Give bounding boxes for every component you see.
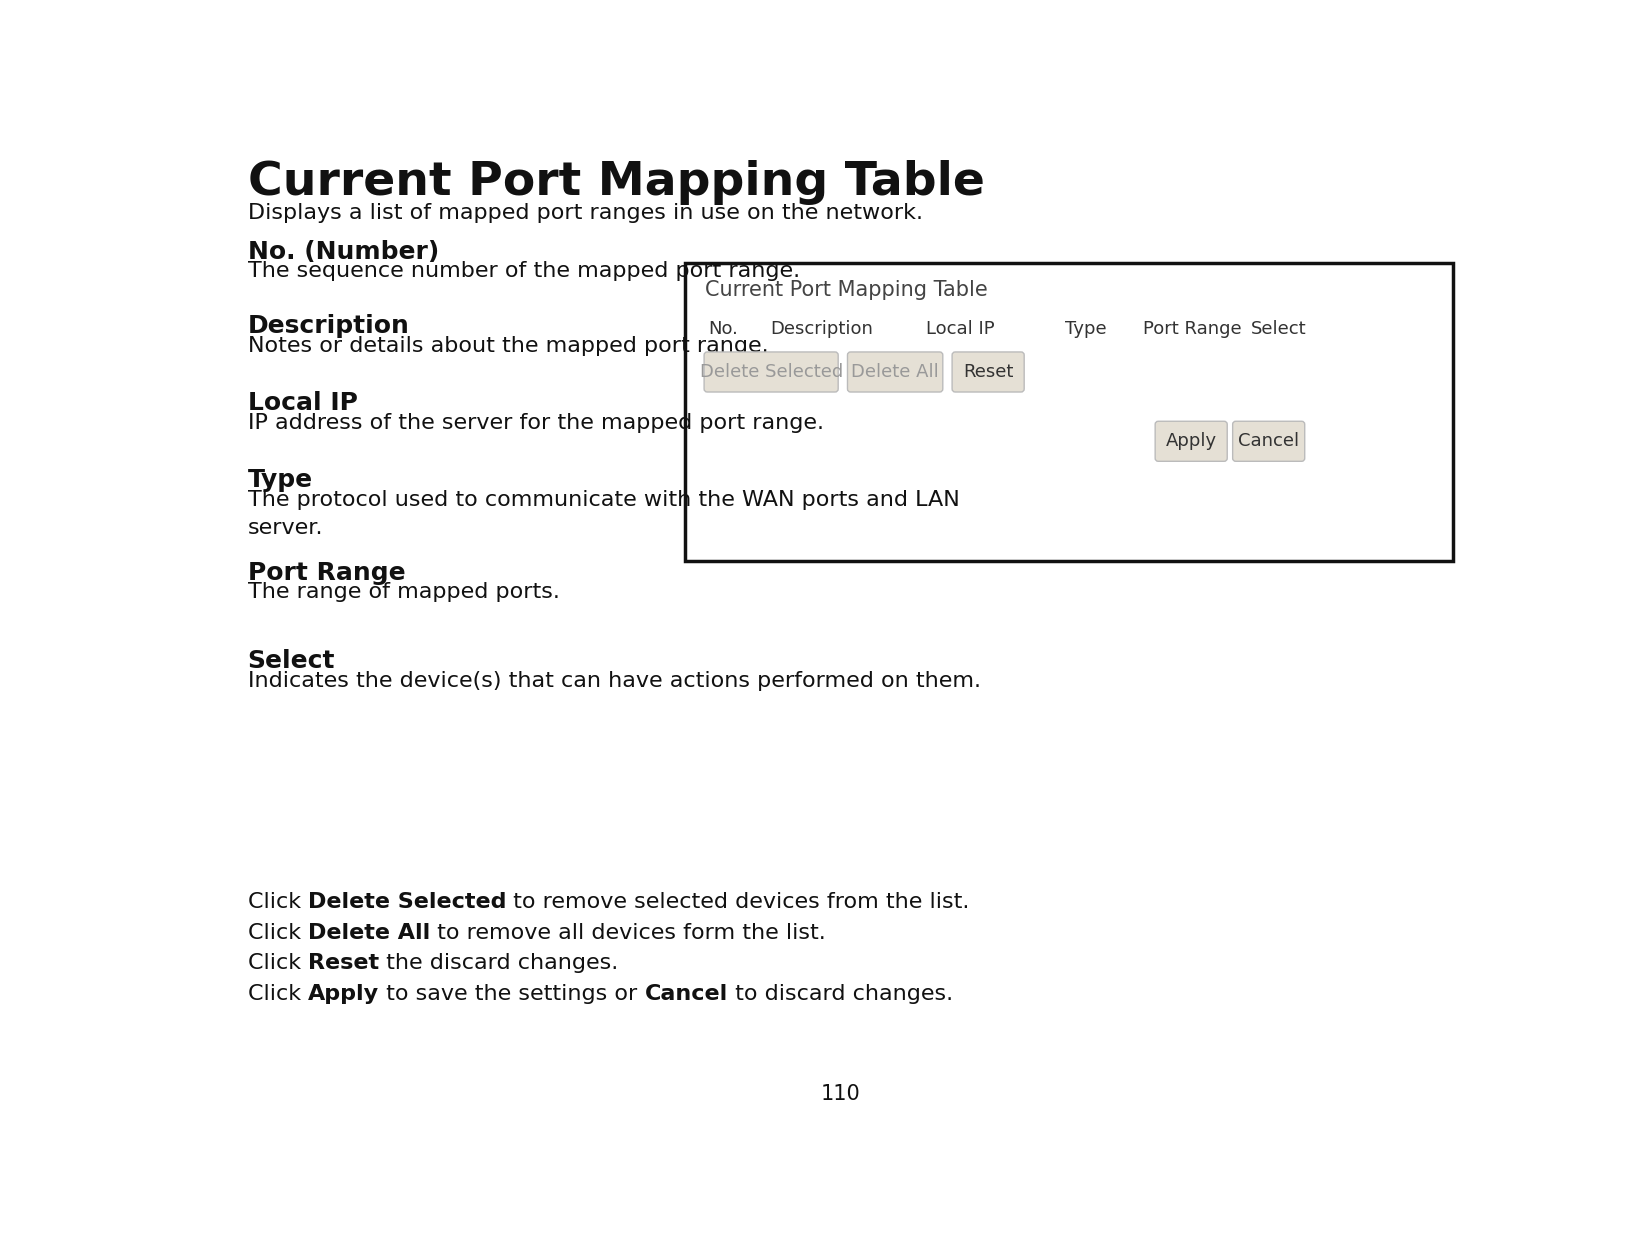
Text: Delete All: Delete All: [308, 923, 429, 943]
Text: Click: Click: [247, 984, 308, 1004]
Text: Delete Selected: Delete Selected: [700, 363, 842, 380]
Text: Reset: Reset: [308, 953, 379, 974]
Text: Cancel: Cancel: [1237, 432, 1298, 450]
FancyBboxPatch shape: [1233, 421, 1305, 461]
Text: Notes or details about the mapped port range.: Notes or details about the mapped port r…: [247, 336, 767, 356]
Text: to discard changes.: to discard changes.: [728, 984, 952, 1004]
Text: Local IP: Local IP: [924, 321, 993, 338]
Text: the discard changes.: the discard changes.: [379, 953, 618, 974]
FancyBboxPatch shape: [952, 352, 1023, 392]
Text: Reset: Reset: [962, 363, 1013, 380]
Text: Type: Type: [1065, 321, 1106, 338]
FancyBboxPatch shape: [685, 263, 1452, 560]
Text: Description: Description: [247, 315, 410, 338]
Text: Displays a list of mapped port ranges in use on the network.: Displays a list of mapped port ranges in…: [247, 203, 923, 223]
Text: Local IP: Local IP: [247, 392, 357, 415]
Text: Current Port Mapping Table: Current Port Mapping Table: [247, 160, 983, 206]
Text: Apply: Apply: [1165, 432, 1216, 450]
Text: Click: Click: [247, 953, 308, 974]
Text: Description: Description: [770, 321, 874, 338]
Text: The range of mapped ports.: The range of mapped ports.: [247, 582, 559, 602]
Text: Select: Select: [247, 649, 334, 673]
Text: Cancel: Cancel: [644, 984, 728, 1004]
Text: The sequence number of the mapped port range.: The sequence number of the mapped port r…: [247, 261, 800, 281]
Text: 110: 110: [820, 1084, 860, 1104]
Text: IP address of the server for the mapped port range.: IP address of the server for the mapped …: [247, 413, 823, 432]
Text: to remove selected devices from the list.: to remove selected devices from the list…: [506, 892, 969, 912]
Text: Click: Click: [247, 892, 308, 912]
Text: Type: Type: [247, 468, 313, 492]
Text: Indicates the device(s) that can have actions performed on them.: Indicates the device(s) that can have ac…: [247, 670, 980, 690]
Text: No. (Number): No. (Number): [247, 239, 439, 264]
Text: Select: Select: [1251, 321, 1306, 338]
FancyBboxPatch shape: [847, 352, 942, 392]
Text: The protocol used to communicate with the WAN ports and LAN
server.: The protocol used to communicate with th…: [247, 489, 959, 538]
Text: to remove all devices form the list.: to remove all devices form the list.: [429, 923, 826, 943]
Text: Click: Click: [247, 923, 308, 943]
Text: to save the settings or: to save the settings or: [379, 984, 644, 1004]
FancyBboxPatch shape: [703, 352, 838, 392]
Text: Port Range: Port Range: [247, 560, 405, 585]
Text: Delete All: Delete All: [851, 363, 939, 380]
Text: Apply: Apply: [308, 984, 379, 1004]
Text: Current Port Mapping Table: Current Port Mapping Table: [705, 280, 987, 300]
Text: Delete Selected: Delete Selected: [308, 892, 506, 912]
FancyBboxPatch shape: [1154, 421, 1226, 461]
Text: No.: No.: [708, 321, 738, 338]
Text: Port Range: Port Range: [1142, 321, 1241, 338]
